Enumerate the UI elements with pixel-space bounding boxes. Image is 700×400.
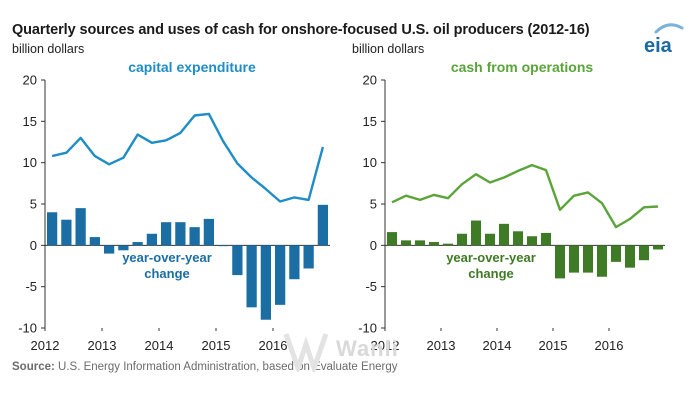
bar bbox=[203, 218, 215, 246]
y-tick-label: -10 bbox=[18, 321, 37, 336]
bar bbox=[498, 223, 510, 246]
watermark-mark-icon bbox=[283, 333, 329, 372]
bar bbox=[456, 233, 468, 246]
panel-title: capital expenditure bbox=[128, 59, 256, 75]
bar bbox=[470, 220, 482, 246]
bar bbox=[568, 245, 580, 273]
bar bbox=[160, 222, 172, 246]
right-y-unit-label: billion dollars bbox=[352, 42, 425, 56]
bar bbox=[596, 245, 608, 277]
bar bbox=[260, 245, 272, 320]
annotation-label: change bbox=[468, 266, 514, 281]
bar bbox=[540, 232, 552, 246]
series-line bbox=[51, 112, 325, 203]
bar bbox=[232, 245, 243, 276]
bar bbox=[175, 222, 186, 246]
watermark-text: Wanli bbox=[336, 336, 399, 361]
left-y-unit-label: billion dollars bbox=[12, 42, 85, 56]
x-tick-label: 2015 bbox=[539, 338, 568, 353]
bar bbox=[512, 231, 524, 246]
y-tick-label: 15 bbox=[363, 114, 377, 129]
annotation-label: change bbox=[144, 266, 190, 281]
bar bbox=[582, 245, 594, 273]
bar bbox=[246, 245, 257, 308]
x-tick-label: 2014 bbox=[483, 338, 512, 353]
bar bbox=[386, 232, 398, 246]
bar bbox=[217, 245, 229, 247]
bar bbox=[638, 245, 650, 261]
eia-logo-text: eia bbox=[644, 35, 673, 57]
bar bbox=[61, 219, 72, 246]
y-tick-label: 15 bbox=[23, 114, 37, 129]
annotation-label: year-over-year bbox=[446, 250, 536, 265]
source-label: Source: bbox=[12, 361, 55, 373]
y-tick-label: 10 bbox=[363, 155, 377, 170]
bar bbox=[274, 245, 286, 305]
bar bbox=[428, 242, 440, 246]
bar bbox=[400, 240, 412, 246]
y-tick-label: -5 bbox=[25, 279, 37, 294]
annotation-label: year-over-year bbox=[122, 250, 212, 265]
bar bbox=[526, 236, 538, 246]
y-tick-label: -10 bbox=[358, 321, 377, 336]
bar bbox=[46, 212, 58, 246]
y-tick-label: 5 bbox=[30, 197, 37, 212]
x-tick-label: 2012 bbox=[371, 338, 400, 353]
bar bbox=[652, 245, 664, 250]
y-tick-label: 0 bbox=[370, 238, 377, 253]
bar bbox=[75, 208, 86, 246]
x-tick-label: 2013 bbox=[88, 338, 117, 353]
bar bbox=[103, 245, 115, 254]
y-tick-label: 20 bbox=[23, 73, 37, 88]
y-tick-label: -5 bbox=[365, 279, 377, 294]
chart-title: Quarterly sources and uses of cash for o… bbox=[12, 22, 590, 38]
eia-logo: eia bbox=[644, 23, 684, 57]
watermark: Wanli bbox=[283, 333, 399, 372]
x-tick-label: 2016 bbox=[259, 338, 288, 353]
bar bbox=[132, 242, 143, 246]
x-tick-label: 2014 bbox=[145, 338, 174, 353]
x-tick-label: 2013 bbox=[427, 338, 456, 353]
x-tick-label: 2012 bbox=[31, 338, 60, 353]
bar bbox=[317, 204, 329, 246]
y-tick-label: 5 bbox=[370, 197, 377, 212]
bar bbox=[289, 245, 300, 280]
y-tick-label: 10 bbox=[23, 155, 37, 170]
bar bbox=[89, 237, 101, 246]
bar bbox=[484, 233, 496, 246]
bar bbox=[624, 245, 636, 268]
bar bbox=[442, 243, 454, 246]
series-line bbox=[391, 163, 659, 229]
bar bbox=[189, 227, 200, 246]
bar bbox=[146, 233, 158, 246]
bar bbox=[303, 245, 314, 269]
panel-title: cash from operations bbox=[451, 59, 594, 75]
bar bbox=[118, 245, 129, 251]
bar bbox=[610, 245, 622, 262]
bar bbox=[414, 240, 426, 246]
x-tick-label: 2015 bbox=[202, 338, 231, 353]
bar bbox=[554, 245, 566, 279]
y-tick-label: 0 bbox=[30, 238, 37, 253]
x-tick-label: 2016 bbox=[595, 338, 624, 353]
y-tick-label: 20 bbox=[363, 73, 377, 88]
eia-logo-arc-icon bbox=[654, 23, 684, 34]
